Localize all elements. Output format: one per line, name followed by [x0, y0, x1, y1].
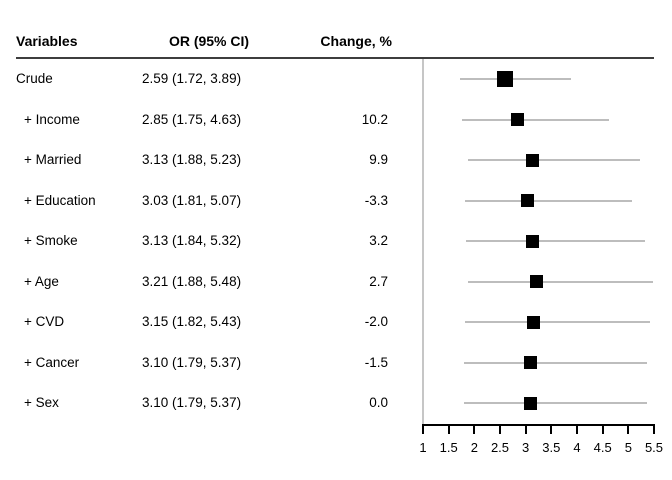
x-axis-tick-label: 3.5	[542, 440, 561, 455]
point-estimate-marker	[520, 194, 534, 207]
x-axis-tick	[473, 426, 476, 434]
x-axis-tick	[550, 426, 553, 434]
row-change-value: 10.2	[361, 111, 388, 127]
column-header-or-ci: OR (95% CI)	[168, 33, 250, 49]
row-or-ci-value: 3.03 (1.81, 5.07)	[142, 192, 242, 208]
confidence-interval-line	[459, 78, 572, 80]
confidence-interval-line	[466, 240, 645, 242]
row-variable-label: + Education	[24, 192, 96, 208]
row-change-value: 0.0	[369, 395, 388, 410]
row-change-value: 2.7	[369, 273, 388, 289]
header-rule	[16, 57, 654, 59]
x-axis-tick-label: 2	[470, 440, 478, 455]
row-or-ci-value: 2.59 (1.72, 3.89)	[142, 71, 242, 86]
row-or-ci-value: 3.13 (1.88, 5.23)	[142, 152, 242, 167]
x-axis-tick	[447, 426, 450, 434]
x-axis-tick-label: 4.5	[593, 440, 612, 455]
point-estimate-marker	[496, 71, 513, 87]
point-estimate-marker	[526, 315, 540, 329]
x-axis-tick	[524, 426, 527, 434]
confidence-interval-line	[468, 159, 641, 161]
confidence-interval-line	[468, 280, 653, 283]
x-axis-tick	[422, 426, 424, 434]
row-or-ci-value: 3.10 (1.79, 5.37)	[142, 395, 242, 410]
row-variable-label: + Smoke	[24, 233, 78, 248]
row-or-ci-value: 3.15 (1.82, 5.43)	[142, 314, 242, 329]
row-variable-label: + Age	[24, 273, 59, 289]
point-estimate-marker	[524, 396, 538, 410]
row-change-value: 9.9	[369, 152, 388, 167]
point-estimate-marker	[529, 275, 543, 288]
confidence-interval-line	[465, 321, 651, 323]
row-variable-label: Crude	[16, 71, 53, 86]
row-variable-label: + Income	[24, 111, 80, 127]
row-change-value: 3.2	[369, 233, 388, 248]
row-variable-label: + Married	[24, 152, 82, 167]
point-estimate-marker	[525, 234, 539, 248]
row-or-ci-value: 3.21 (1.88, 5.48)	[142, 273, 242, 289]
confidence-interval-line	[461, 118, 610, 121]
x-axis-tick	[499, 426, 501, 434]
plot-left-frame-line	[422, 59, 424, 425]
x-axis-tick-label: 3	[522, 440, 530, 455]
x-axis-tick	[601, 426, 604, 434]
x-axis-tick-label: 4	[573, 440, 581, 455]
row-change-value: -1.5	[364, 354, 388, 370]
column-header-variables: Variables	[16, 33, 78, 49]
point-estimate-marker	[511, 113, 525, 126]
confidence-interval-line	[463, 402, 648, 404]
x-axis-tick	[576, 426, 578, 434]
x-axis-tick	[627, 426, 630, 434]
x-axis-tick-label: 5	[624, 440, 632, 455]
row-change-value: -2.0	[364, 314, 388, 329]
x-axis-line	[422, 424, 655, 426]
point-estimate-marker	[524, 356, 538, 369]
confidence-interval-line	[463, 361, 648, 364]
column-header-change: Change, %	[320, 33, 392, 49]
row-or-ci-value: 3.13 (1.84, 5.32)	[142, 233, 242, 248]
row-variable-label: + CVD	[24, 314, 65, 329]
point-estimate-marker	[525, 153, 539, 167]
row-variable-label: + Cancer	[24, 354, 80, 370]
x-axis-tick-label: 1	[419, 440, 427, 455]
x-axis-tick	[653, 426, 655, 434]
row-or-ci-value: 3.10 (1.79, 5.37)	[142, 354, 242, 370]
x-axis-tick-label: 2.5	[490, 440, 510, 455]
row-change-value: -3.3	[364, 192, 388, 208]
x-axis-tick-label: 5.5	[644, 440, 664, 455]
row-variable-label: + Sex	[24, 395, 59, 410]
x-axis-tick-label: 1.5	[439, 440, 458, 455]
confidence-interval-line	[464, 199, 632, 202]
row-or-ci-value: 2.85 (1.75, 4.63)	[142, 111, 242, 127]
